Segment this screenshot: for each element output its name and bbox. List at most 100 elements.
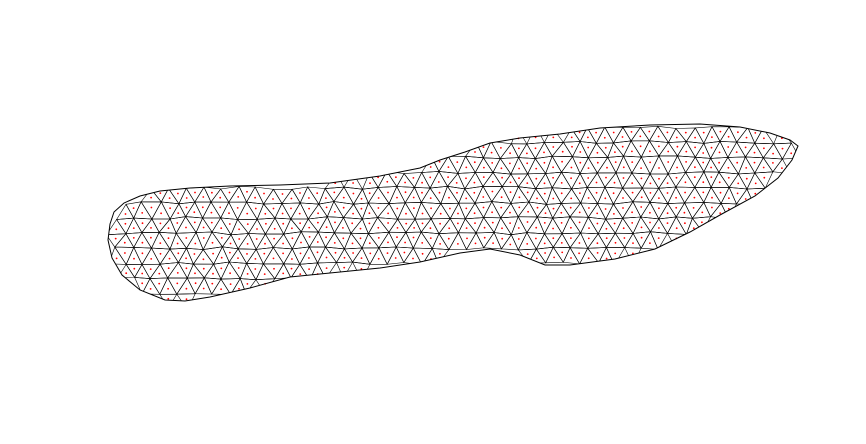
centroid-marker (447, 166, 450, 169)
centroid-marker (631, 150, 633, 153)
centroid-marker (177, 212, 180, 215)
centroid-marker (666, 192, 669, 194)
centroid-marker (614, 151, 616, 154)
centroid-marker (578, 221, 581, 224)
centroid-marker (622, 177, 625, 179)
centroid-marker (439, 243, 441, 245)
centroid-marker (640, 226, 643, 229)
centroid-marker (236, 207, 239, 209)
centroid-marker (150, 206, 153, 209)
centroid-marker (220, 256, 223, 259)
centroid-marker (282, 242, 284, 245)
centroid-marker (150, 196, 153, 199)
centroid-marker (254, 258, 257, 260)
centroid-marker (455, 182, 458, 184)
centroid-marker (639, 145, 642, 148)
centroid-marker (377, 237, 380, 239)
centroid-marker (228, 212, 230, 215)
centroid-marker (772, 162, 774, 164)
centroid-marker (387, 212, 389, 215)
centroid-marker (237, 257, 239, 259)
centroid-marker (159, 242, 162, 245)
centroid-marker (316, 192, 319, 195)
centroid-marker (281, 193, 284, 195)
centroid-marker (606, 166, 608, 169)
centroid-marker (509, 211, 511, 214)
centroid-marker (666, 212, 669, 215)
centroid-marker (702, 161, 705, 164)
centroid-marker (141, 252, 144, 255)
centroid-marker (194, 272, 196, 275)
centroid-marker (299, 273, 302, 275)
centroid-marker (578, 131, 581, 134)
centroid-marker (526, 253, 529, 256)
centroid-marker (587, 197, 590, 199)
centroid-marker (543, 182, 546, 185)
centroid-marker (473, 191, 476, 194)
centroid-marker (123, 241, 126, 244)
centroid-marker (387, 222, 389, 224)
centroid-marker (308, 268, 310, 270)
centroid-marker (246, 190, 248, 193)
centroid-marker (404, 181, 406, 184)
centroid-marker (518, 147, 520, 150)
centroid-marker (701, 211, 704, 214)
centroid-marker (465, 207, 468, 210)
centroid-marker (535, 177, 538, 180)
centroid-marker (308, 257, 310, 259)
centroid-marker (781, 167, 783, 170)
centroid-marker (141, 241, 144, 244)
centroid-marker (543, 242, 546, 245)
centroid-marker (588, 227, 590, 230)
centroid-marker (518, 177, 520, 180)
centroid-marker (387, 241, 389, 244)
centroid-marker (159, 252, 162, 255)
centroid-marker (693, 176, 696, 179)
centroid-marker (676, 166, 678, 169)
centroid-marker (421, 252, 424, 255)
centroid-marker (377, 226, 380, 229)
centroid-marker (124, 252, 126, 254)
centroid-marker (648, 130, 651, 133)
centroid-marker (701, 221, 703, 224)
centroid-marker (744, 146, 747, 149)
mesh-edges (108, 125, 798, 301)
centroid-marker (359, 237, 362, 240)
centroid-marker (604, 197, 607, 200)
centroid-marker (570, 237, 572, 240)
centroid-marker (160, 212, 163, 215)
centroid-marker (676, 145, 679, 148)
centroid-marker (176, 282, 179, 285)
centroid-marker (675, 176, 678, 179)
centroid-marker (352, 192, 355, 195)
centroid-marker (675, 196, 677, 199)
centroid-marker (587, 167, 590, 170)
centroid-marker (500, 196, 503, 199)
centroid-marker (500, 147, 502, 149)
centroid-marker (412, 196, 415, 199)
centroid-marker (649, 192, 652, 194)
centroid-marker (403, 251, 406, 254)
centroid-marker (150, 227, 152, 229)
centroid-marker (614, 241, 617, 244)
centroid-marker (518, 167, 520, 170)
mesh-triangle (336, 261, 354, 279)
centroid-marker (202, 287, 205, 290)
centroid-marker (132, 207, 135, 210)
centroid-marker (640, 177, 643, 180)
centroid-marker (395, 176, 397, 179)
centroid-marker (492, 242, 494, 245)
centroid-marker (754, 192, 757, 195)
centroid-marker (229, 272, 232, 275)
centroid-marker (299, 192, 301, 194)
centroid-marker (631, 191, 634, 194)
mesh-outline (107, 123, 799, 302)
centroid-marker (141, 222, 144, 225)
centroid-marker (466, 237, 468, 240)
mesh-triangle (159, 293, 178, 301)
centroid-marker (333, 242, 336, 244)
centroid-marker (552, 166, 554, 169)
centroid-marker (167, 227, 170, 230)
centroid-marker (762, 166, 765, 169)
centroid-marker (281, 212, 284, 215)
